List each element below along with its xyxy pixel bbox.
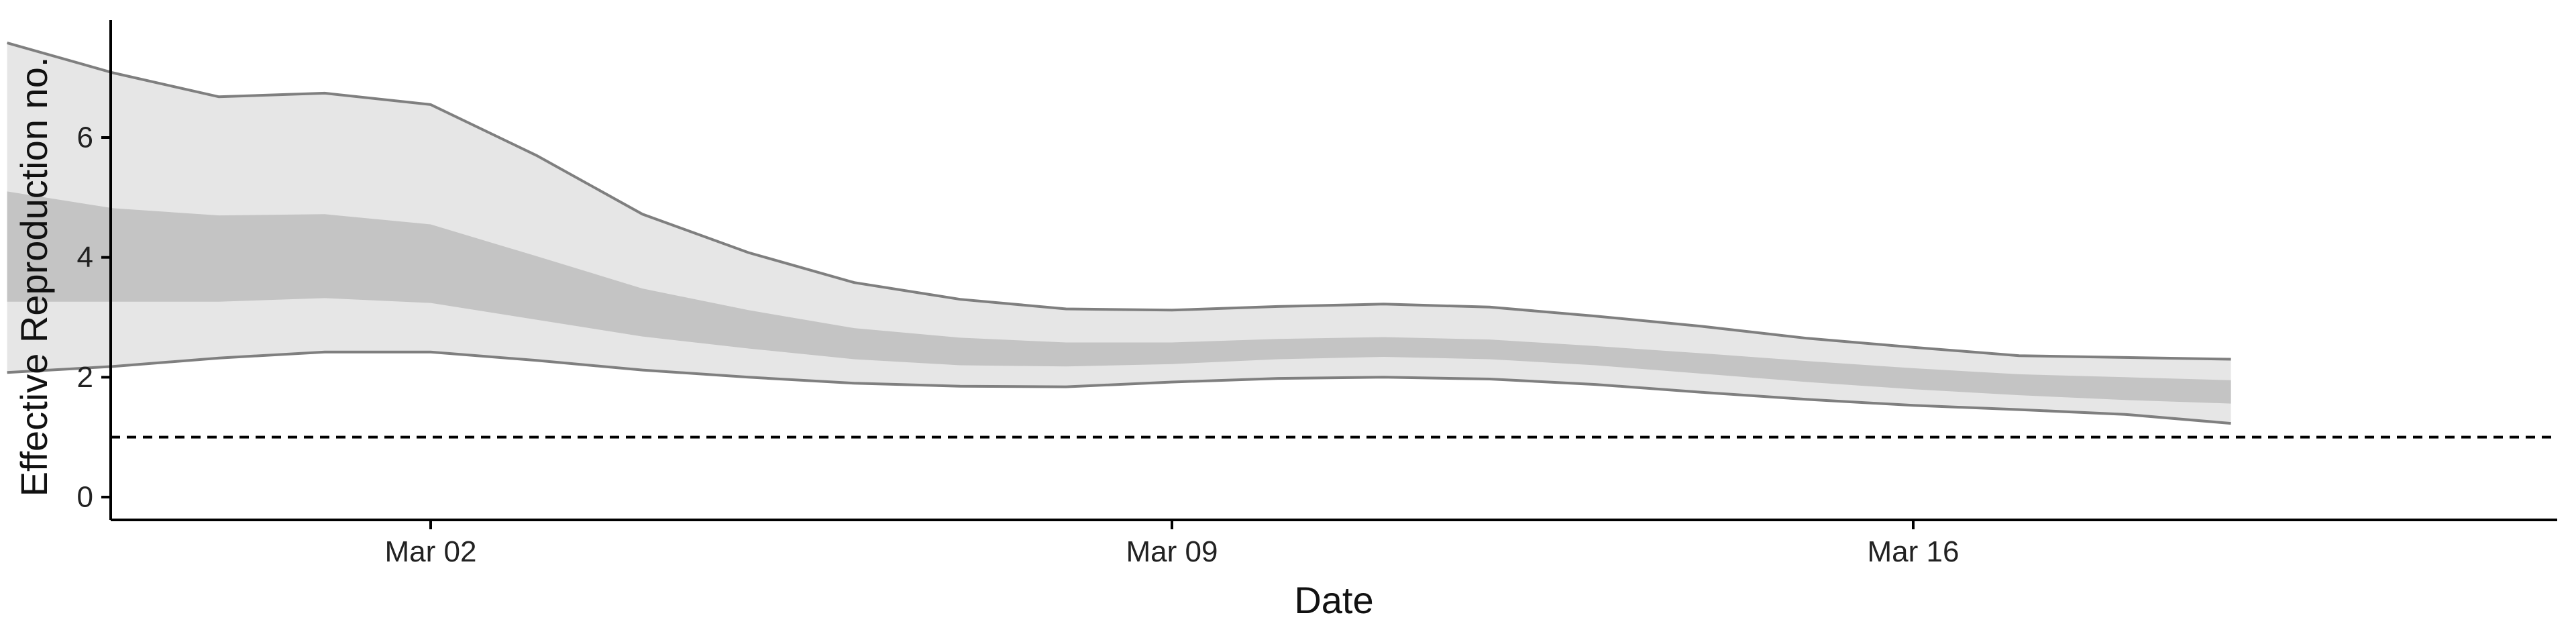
x-tick-label: Mar 09 bbox=[1126, 535, 1218, 568]
interval-bands bbox=[7, 41, 2231, 425]
y-axis-title: Effective Reproduction no. bbox=[13, 57, 55, 497]
band-90-lower-edge bbox=[7, 350, 2231, 425]
band-90 bbox=[7, 42, 2231, 424]
y-tick-label: 6 bbox=[77, 121, 93, 154]
x-tick-label: Mar 16 bbox=[1868, 535, 1960, 568]
band-90-upper-edge bbox=[7, 41, 2231, 361]
band-50 bbox=[7, 191, 2231, 404]
x-axis-ticks: Mar 02 Mar 09 Mar 16 bbox=[385, 520, 1960, 568]
y-tick-label: 4 bbox=[77, 241, 93, 274]
x-axis-title: Date bbox=[1294, 579, 1373, 621]
y-tick-label: 2 bbox=[77, 361, 93, 394]
y-axis-ticks: 0 2 4 6 bbox=[77, 121, 111, 514]
y-tick-label: 0 bbox=[77, 481, 93, 514]
x-tick-label: Mar 02 bbox=[385, 535, 477, 568]
